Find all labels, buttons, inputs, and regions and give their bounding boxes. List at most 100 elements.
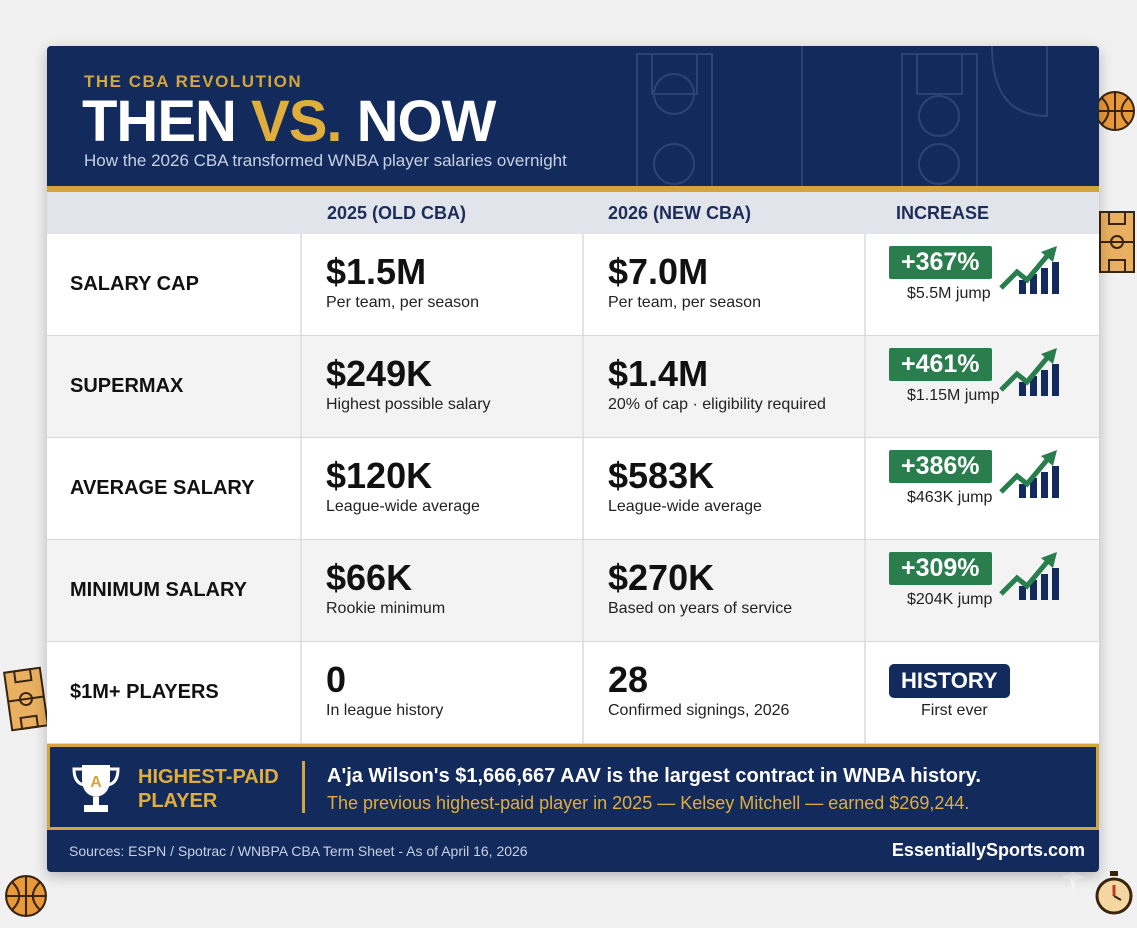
increase-cell: HISTORY First ever: [889, 664, 1069, 720]
increase-badge: +367%: [889, 246, 992, 279]
column-divider: [582, 234, 584, 335]
column-divider: [864, 540, 866, 641]
column-header-old: 2025 (OLD CBA): [327, 203, 467, 223]
increase-cell: +309% $204K jump: [889, 552, 1069, 609]
new-value: $1.4M: [608, 353, 709, 394]
highest-paid-label: HIGHEST-PAID PLAYER: [138, 765, 279, 813]
highest-paid-label-line1: HIGHEST-PAID: [138, 766, 279, 788]
column-divider: [582, 336, 584, 437]
old-note: League-wide average: [326, 498, 480, 515]
new-value-cell: $270K Based on years of service: [608, 558, 792, 618]
gold-separator: [302, 761, 305, 813]
new-value-cell: $7.0M Per team, per season: [608, 252, 761, 312]
infographic-card: THE CBA REVOLUTION THEN VS. NOW How the …: [47, 46, 1099, 872]
column-header-increase: INCREASE: [896, 203, 990, 223]
row-label: AVERAGE SALARY: [70, 477, 255, 499]
old-note: In league history: [326, 702, 444, 719]
column-divider: [300, 438, 302, 539]
old-value-cell: $66K Rookie minimum: [326, 558, 445, 618]
old-value-cell: $1.5M Per team, per season: [326, 252, 479, 312]
new-value-cell: 28 Confirmed signings, 2026: [608, 660, 789, 720]
page-title: THEN VS. NOW: [82, 89, 497, 154]
increase-cell: +386% $463K jump: [889, 450, 1069, 507]
increase-badge: +461%: [889, 348, 992, 381]
new-value: 28: [608, 659, 649, 700]
new-note: Confirmed signings, 2026: [608, 702, 790, 719]
table-row: $1M+ PLAYERS 0 In league history 28 Conf…: [47, 642, 1099, 744]
history-badge: HISTORY: [889, 664, 1010, 698]
new-value: $7.0M: [608, 251, 709, 292]
column-divider: [300, 642, 302, 743]
increase-note: $463K jump: [907, 489, 993, 506]
old-value: $249K: [326, 353, 433, 394]
old-note: Rookie minimum: [326, 600, 446, 617]
court-icon: [1099, 211, 1135, 273]
old-value: $1.5M: [326, 251, 427, 292]
highlight-main-text: A'ja Wilson's $1,666,667 AAV is the larg…: [327, 765, 981, 787]
old-value: 0: [326, 659, 347, 700]
court-icon: [3, 666, 49, 732]
new-value: $583K: [608, 455, 715, 496]
old-value-cell: 0 In league history: [326, 660, 443, 720]
new-value: $270K: [608, 557, 715, 598]
basketball-icon: [5, 875, 47, 917]
column-divider: [300, 234, 302, 335]
increase-note: $204K jump: [907, 591, 993, 608]
column-divider: [864, 438, 866, 539]
title-vs: VS.: [251, 89, 342, 154]
column-divider: [864, 642, 866, 743]
trophy-letter: A: [90, 774, 102, 791]
old-value-cell: $249K Highest possible salary: [326, 354, 491, 414]
old-note: Highest possible salary: [326, 396, 491, 413]
column-divider: [864, 234, 866, 335]
increase-badge: +309%: [889, 552, 992, 585]
sources-text: Sources: ESPN / Spotrac / WNBPA CBA Term…: [69, 843, 528, 859]
stopwatch-icon: [1095, 871, 1133, 915]
brand-logo: EssentiallySports.com: [891, 840, 1085, 860]
row-label: MINIMUM SALARY: [70, 579, 248, 601]
increase-cell: +461% $1.15M jump: [889, 348, 1069, 405]
column-divider: [582, 642, 584, 743]
increase-note: $1.15M jump: [907, 387, 1000, 404]
court-watermark: [636, 46, 1048, 186]
sparkle-icon: [1060, 864, 1086, 890]
basketball-icon: [1095, 91, 1135, 131]
page-subtitle: How the 2026 CBA transformed WNBA player…: [84, 151, 567, 170]
title-then: THEN: [82, 89, 237, 154]
old-value: $120K: [326, 455, 433, 496]
column-divider: [300, 336, 302, 437]
column-divider: [582, 540, 584, 641]
new-note: Per team, per season: [608, 294, 761, 311]
header: THE CBA REVOLUTION THEN VS. NOW How the …: [47, 46, 1099, 186]
new-note: League-wide average: [608, 498, 762, 515]
table-row: MINIMUM SALARY $66K Rookie minimum $270K…: [47, 540, 1099, 642]
column-divider: [300, 540, 302, 641]
old-note: Per team, per season: [326, 294, 479, 311]
gold-divider: [47, 186, 1099, 192]
trend-up-icon: [999, 552, 1059, 600]
increase-note: $5.5M jump: [907, 285, 991, 302]
old-value-cell: $120K League-wide average: [326, 456, 480, 516]
new-value-cell: $1.4M 20% of cap · eligibility required: [608, 354, 826, 414]
trend-up-icon: [999, 246, 1059, 294]
eyebrow-text: THE CBA REVOLUTION: [84, 72, 303, 91]
row-label: $1M+ PLAYERS: [70, 681, 219, 703]
trophy-icon: A: [72, 765, 120, 812]
column-header-new: 2026 (NEW CBA): [608, 203, 752, 223]
new-note: Based on years of service: [608, 600, 793, 617]
footer-bar: Sources: ESPN / Spotrac / WNBPA CBA Term…: [47, 830, 1099, 872]
column-header-row: 2025 (OLD CBA) 2026 (NEW CBA) INCREASE: [47, 192, 1099, 234]
new-note: 20% of cap · eligibility required: [608, 396, 826, 413]
highest-paid-callout: A HIGHEST-PAID PLAYER A'ja Wilson's $1,6…: [47, 744, 1099, 830]
table-row: SUPERMAX $249K Highest possible salary $…: [47, 336, 1099, 438]
row-label: SALARY CAP: [70, 273, 199, 295]
column-divider: [864, 336, 866, 437]
table-row: SALARY CAP $1.5M Per team, per season $7…: [47, 234, 1099, 336]
column-divider: [582, 438, 584, 539]
table-row: AVERAGE SALARY $120K League-wide average…: [47, 438, 1099, 540]
increase-note: First ever: [921, 702, 988, 719]
increase-badge: +386%: [889, 450, 992, 483]
row-label: SUPERMAX: [70, 375, 184, 397]
trend-up-icon: [999, 450, 1059, 498]
title-now: NOW: [356, 89, 497, 154]
